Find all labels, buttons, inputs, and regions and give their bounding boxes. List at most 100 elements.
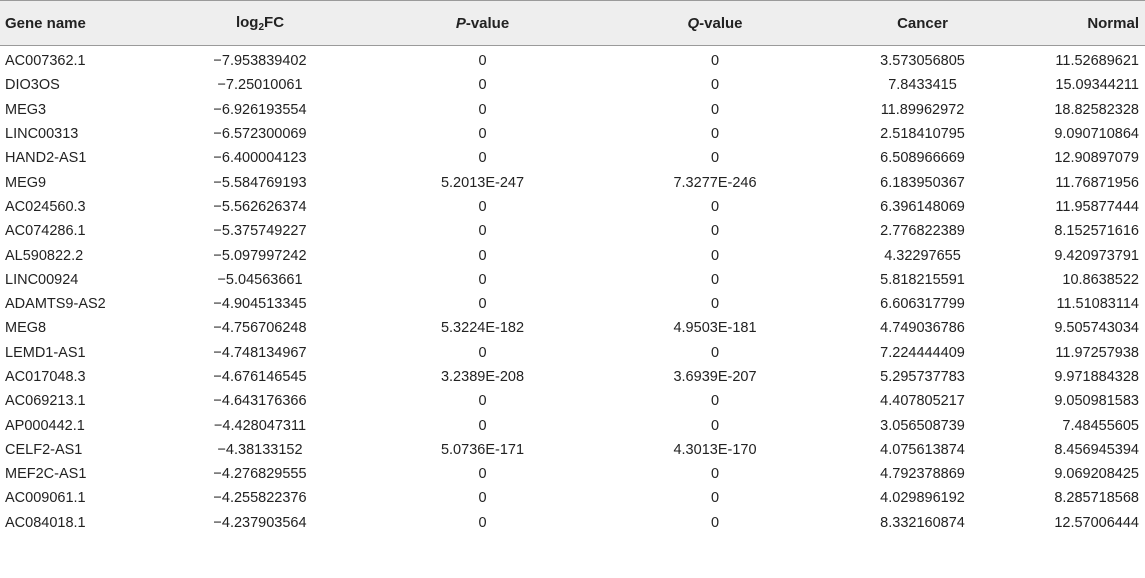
cancer-cell: 7.8433415 (888, 77, 957, 94)
gene-name-cell: LEMD1-AS1 (5, 344, 86, 361)
cancer-cell: 5.295737783 (880, 369, 965, 385)
q-value-cell: 0 (710, 344, 720, 361)
gene-name-cell: MEG3 (5, 101, 47, 118)
header-cancer-label: Cancer (897, 14, 948, 32)
cancer-cell: 4.407805217 (880, 393, 965, 410)
gene-name-cell: AP000442.1 (5, 417, 85, 434)
table-row: HAND2-AS1 −6.400004123 0 0 6.508966669 12.908… (0, 146, 1145, 170)
q-value-cell: 0 (710, 77, 720, 94)
p-value-cell: 0 (478, 150, 487, 167)
normal-cell: 9.505743034 (1054, 320, 1139, 337)
header-q-value: Q-value (605, 1, 825, 45)
normal-cell: 9.050981583 (1054, 393, 1139, 410)
gene-name-cell: HAND2-AS1 (5, 150, 87, 167)
table-row: AC084018.1 −4.237903564 0 0 8.332160874 12.57… (0, 511, 1145, 535)
table-row: AC007362.1 −7.953839402 0 0 3.573056805 11.52… (0, 45, 1145, 73)
cancer-cell: 5.818215591 (880, 271, 965, 288)
normal-cell: 11.51083114 (1056, 296, 1139, 313)
q-value-cell: 0 (710, 271, 720, 288)
p-value-cell: 0 (478, 247, 487, 264)
gene-name-cell: AC074286.1 (5, 223, 86, 240)
normal-cell: 11.95877444 (1055, 198, 1139, 215)
gene-name-cell: LINC00924 (5, 271, 79, 288)
log2fc-cell: −4.904513345 (213, 296, 307, 313)
q-value-cell: 0 (710, 417, 720, 434)
header-q-italic: Q (687, 14, 700, 32)
cancer-cell: 6.606317799 (880, 296, 965, 313)
gene-name-cell: CELF2-AS1 (5, 441, 83, 458)
header-cancer: Cancer (825, 1, 1020, 45)
q-value-cell: 0 (710, 198, 720, 215)
p-value-cell: 0 (478, 344, 487, 361)
table-body: AC007362.1 −7.953839402 0 0 3.573056805 11.52… (0, 45, 1145, 535)
p-value-cell: 0 (478, 198, 487, 215)
q-value-cell: 0 (710, 393, 720, 410)
q-value-cell: 0 (710, 126, 720, 143)
gene-name-cell: AC069213.1 (5, 393, 86, 410)
log2fc-cell: −4.676146545 (213, 369, 307, 385)
table-row: LINC00924 −5.04563661 0 0 5.818215591 10.8638… (0, 268, 1145, 292)
gene-name-cell: AC009061.1 (5, 490, 86, 507)
p-value-cell: 0 (478, 466, 487, 483)
table-row: AC009061.1 −4.255822376 0 0 4.029896192 8.285… (0, 486, 1145, 510)
p-value-cell: 0 (478, 417, 487, 434)
normal-cell: 8.285718568 (1054, 490, 1139, 507)
cancer-cell: 4.32297655 (884, 247, 961, 264)
cancer-cell: 6.396148069 (880, 198, 965, 215)
p-value-cell: 0 (478, 296, 487, 313)
q-value-cell: 0 (710, 466, 720, 483)
p-value-cell: 3.2389E-208 (440, 369, 525, 385)
p-value-cell: 0 (478, 223, 487, 240)
header-rule (0, 45, 1145, 46)
log2fc-cell: −7.25010061 (217, 77, 303, 94)
gene-name-cell: AC084018.1 (5, 514, 86, 531)
gene-name-cell: AC007362.1 (5, 53, 86, 70)
q-value-cell: 0 (710, 223, 720, 240)
cancer-cell: 3.573056805 (880, 53, 965, 70)
normal-cell: 7.48455605 (1062, 417, 1139, 434)
p-value-cell: 0 (478, 101, 487, 118)
table-header: Gene name log2FC P-value Q-value Cancer … (0, 1, 1145, 45)
log2fc-cell: −4.643176366 (213, 393, 307, 410)
log2fc-cell: −6.400004123 (213, 150, 307, 167)
normal-cell: 11.52689621 (1055, 53, 1139, 70)
normal-cell: 9.971884328 (1054, 369, 1139, 385)
gene-name-cell: DIO3OS (5, 77, 60, 94)
log2fc-cell: −4.756706248 (213, 320, 307, 337)
log2fc-cell: −5.584769193 (213, 174, 307, 191)
log2fc-cell: −4.237903564 (213, 514, 307, 531)
table-row: AC024560.3 −5.562626374 0 0 6.396148069 11.95… (0, 195, 1145, 219)
p-value-cell: 5.0736E-171 (440, 441, 525, 458)
cancer-cell: 11.89962972 (880, 101, 965, 118)
gene-name-cell: MEG9 (5, 174, 47, 191)
table-row: AC074286.1 −5.375749227 0 0 2.776822389 8.152… (0, 219, 1145, 243)
cancer-cell: 6.508966669 (880, 150, 965, 167)
normal-cell: 11.97257938 (1055, 344, 1139, 361)
table-row: LEMD1-AS1 −4.748134967 0 0 7.224444409 11.972… (0, 341, 1145, 365)
cancer-cell: 2.518410795 (880, 126, 965, 143)
header-log2fc-suffix: FC (264, 13, 285, 31)
log2fc-cell: −5.562626374 (213, 198, 307, 215)
p-value-cell: 0 (478, 53, 487, 70)
log2fc-cell: −5.04563661 (217, 271, 303, 288)
gene-expression-table: Gene name log2FC P-value Q-value Cancer … (0, 1, 1145, 535)
header-normal: Normal (1020, 1, 1145, 45)
q-value-cell: 0 (710, 150, 720, 167)
log2fc-cell: −5.097997242 (213, 247, 307, 264)
header-p-rest: -value (465, 14, 510, 32)
header-gene-name: Gene name (0, 1, 160, 45)
log2fc-cell: −7.953839402 (213, 53, 307, 70)
cancer-cell: 4.792378869 (880, 466, 965, 483)
cancer-cell: 4.749036786 (880, 320, 965, 337)
table-row: DIO3OS −7.25010061 0 0 7.8433415 15.09344211 (0, 73, 1145, 97)
q-value-cell: 0 (710, 247, 720, 264)
normal-cell: 9.420973791 (1054, 247, 1139, 264)
p-value-cell: 0 (478, 271, 487, 288)
cancer-cell: 7.224444409 (880, 344, 965, 361)
normal-cell: 10.8638522 (1062, 271, 1139, 288)
q-value-cell: 0 (710, 514, 720, 531)
table-row: MEG8 −4.756706248 5.3224E-182 4.9503E-181 4.… (0, 316, 1145, 340)
p-value-cell: 0 (478, 126, 487, 143)
header-log2fc-prefix: log (235, 13, 259, 31)
table-row: AC017048.3 −4.676146545 3.2389E-208 3.6939E… (0, 365, 1145, 389)
